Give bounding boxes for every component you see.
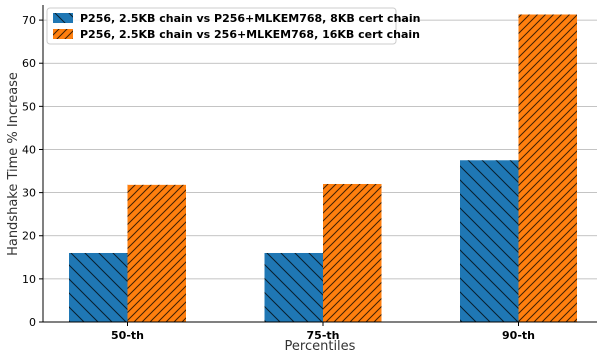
bar-hatch: [460, 160, 519, 322]
y-axis-label: Handshake Time % Increase: [6, 72, 21, 256]
bar-hatch: [323, 183, 382, 322]
legend-box: [46, 7, 397, 45]
bars: [69, 14, 577, 323]
bar-hatch: [69, 252, 128, 322]
y-tick-label: 30: [22, 187, 36, 200]
bar-hatch: [518, 14, 577, 323]
legend-entry-2: P256, 2.5KB chain vs 256+MLKEM768, 16KB …: [53, 28, 420, 41]
y-tick-label: 70: [22, 14, 36, 27]
legend: P256, 2.5KB chain vs P256+MLKEM768, 8KB …: [46, 7, 420, 45]
legend-label-2: P256, 2.5KB chain vs 256+MLKEM768, 16KB …: [80, 28, 420, 41]
x-tick-label: 50-th: [111, 329, 144, 342]
x-tick-label: 75-th: [307, 329, 340, 342]
y-tick-label: 10: [22, 273, 36, 286]
y-tick-label: 60: [22, 57, 36, 70]
y-tick-label: 20: [22, 230, 36, 243]
x-tick-label: 90-th: [502, 329, 535, 342]
y-tick-label: 50: [22, 100, 36, 113]
x-ticks: 50-th 75-th 90-th: [111, 322, 535, 342]
legend-entry-1: P256, 2.5KB chain vs P256+MLKEM768, 8KB …: [53, 12, 420, 25]
x-axis-label: Percentiles: [285, 339, 356, 354]
y-ticks: 0 10 20 30 40 50 60 70: [22, 14, 43, 329]
bar-hatch: [264, 252, 323, 322]
y-tick-label: 0: [29, 316, 36, 329]
legend-label-1: P256, 2.5KB chain vs P256+MLKEM768, 8KB …: [80, 12, 420, 25]
axes: [42, 5, 597, 323]
y-tick-label: 40: [22, 143, 36, 156]
bar-hatch: [127, 184, 186, 322]
